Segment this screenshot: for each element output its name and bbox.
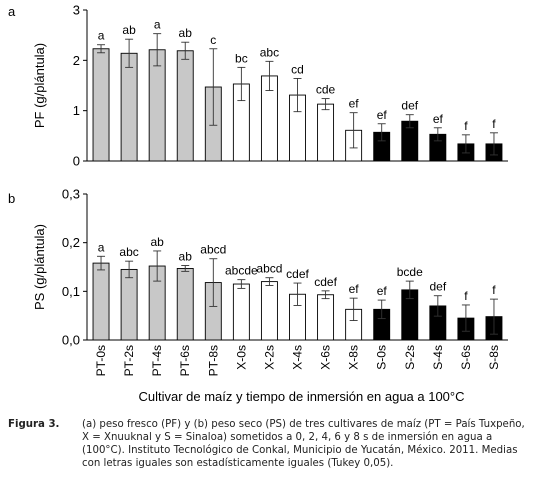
bar-b-PT-2s	[120, 268, 138, 341]
significance-letter-a-S-2s: def	[401, 99, 418, 113]
significance-letter-a-S-6s: f	[464, 119, 468, 133]
significance-letter-a-PT-8s: c	[210, 33, 216, 47]
significance-letter-a-X-6s: cde	[316, 83, 336, 97]
significance-letter-a-X-8s: ef	[349, 97, 360, 111]
x-tick-label-X-6s: X-6s	[319, 345, 333, 370]
x-tick-label-X-8s: X-8s	[347, 345, 361, 370]
bar-a-PT-6s	[176, 50, 194, 162]
significance-letter-b-X-6s: cdef	[314, 275, 337, 289]
x-tick-label-S-8s: S-8s	[487, 345, 501, 370]
significance-letter-a-S-8s: f	[492, 117, 496, 131]
bar-b-X-0s	[232, 283, 250, 341]
x-tick-label-PT-0s: PT-0s	[94, 345, 108, 376]
bar-a-PT-4s	[148, 49, 166, 162]
bar-a-PT-0s	[92, 48, 110, 162]
y-tick-label-b: 0,2	[62, 235, 80, 250]
x-tick-label-PT-8s: PT-8s	[206, 345, 220, 376]
y-axis-title-a: PF (g/plántula)	[32, 43, 47, 128]
x-tick-label-PT-2s: PT-2s	[122, 345, 136, 376]
significance-letter-a-S-4s: ef	[433, 112, 444, 126]
significance-letter-b-S-4s: def	[429, 280, 446, 294]
x-tick-label-S-0s: S-0s	[375, 345, 389, 370]
x-tick-label-PT-6s: PT-6s	[178, 345, 192, 376]
bar-a-PT-2s	[120, 52, 138, 162]
y-tick-label-a: 1	[73, 103, 80, 118]
significance-letter-a-PT-4s: a	[154, 18, 161, 32]
significance-letter-a-S-0s: ef	[377, 108, 388, 122]
significance-letter-b-S-0s: ef	[377, 284, 388, 298]
significance-letter-b-PT-2s: abc	[119, 245, 138, 259]
x-axis-title-b: Cultivar de maíz y tiempo de inmersión e…	[138, 389, 464, 404]
significance-letter-b-S-6s: f	[464, 289, 468, 303]
significance-letter-b-S-8s: f	[492, 283, 496, 297]
y-tick-label-a: 2	[73, 53, 80, 68]
x-tick-label-PT-4s: PT-4s	[150, 345, 164, 376]
caption-label: Figura 3.	[8, 419, 60, 430]
significance-letter-a-PT-6s: ab	[179, 26, 193, 40]
panel-label-a: a	[8, 4, 16, 19]
significance-letter-a-PT-2s: ab	[122, 23, 136, 37]
significance-letter-b-PT-0s: a	[98, 240, 105, 254]
x-tick-label-S-6s: S-6s	[459, 345, 473, 370]
significance-letter-b-X-2s: abcd	[256, 262, 282, 276]
x-tick-label-S-2s: S-2s	[403, 345, 417, 370]
y-tick-label-a: 0	[73, 154, 80, 169]
y-tick-label-b: 0,3	[62, 187, 80, 202]
bar-b-X-6s	[317, 294, 335, 341]
y-tick-label-b: 0,1	[62, 284, 80, 299]
x-tick-label-X-0s: X-0s	[234, 345, 248, 370]
significance-letter-a-X-2s: abc	[260, 45, 279, 59]
y-tick-label-a: 3	[73, 3, 80, 18]
x-tick-label-X-4s: X-4s	[291, 345, 305, 370]
significance-letter-a-X-4s: cd	[291, 62, 304, 76]
caption-text: (a) peso fresco (PF) y (b) peso seco (PS…	[82, 419, 525, 469]
bar-a-X-6s	[317, 103, 335, 162]
x-tick-label-S-4s: S-4s	[431, 345, 445, 370]
significance-letter-b-PT-4s: ab	[150, 235, 164, 249]
significance-letter-b-X-4s: cdef	[286, 267, 309, 281]
significance-letter-b-S-2s: bcde	[397, 265, 423, 279]
bar-b-PT-6s	[176, 268, 194, 341]
significance-letter-b-PT-8s: abcd	[200, 243, 226, 257]
significance-letter-b-X-8s: ef	[349, 282, 360, 296]
panel-label-b: b	[8, 191, 15, 206]
y-tick-label-b: 0,0	[62, 333, 80, 348]
significance-letter-b-X-0s: abcde	[225, 264, 258, 278]
significance-letter-a-PT-0s: a	[98, 29, 105, 43]
bar-b-X-2s	[260, 281, 278, 341]
significance-letter-a-X-0s: bc	[235, 51, 248, 65]
y-axis-title-b: PS (g/plántula)	[32, 224, 47, 310]
x-tick-label-X-2s: X-2s	[262, 345, 276, 370]
figure: a 0 1 2 3 PF (g/plántula) a ab a ab c bc abc cd cde ef e…	[8, 3, 508, 404]
significance-letter-b-PT-6s: ab	[179, 250, 193, 264]
bar-b-PT-0s	[92, 262, 110, 341]
